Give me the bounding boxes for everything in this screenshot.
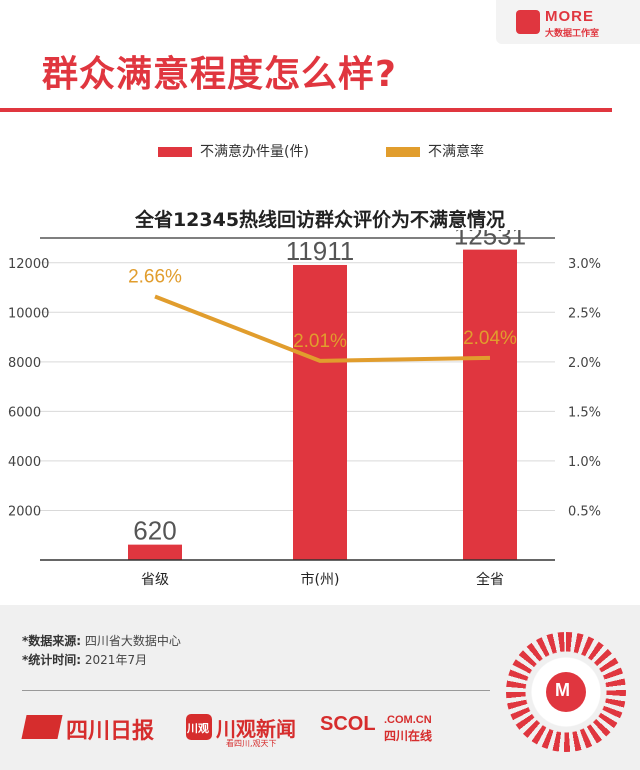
bar [463,249,517,561]
y-left-tick-label: 12000 [8,257,49,272]
rate-line [154,294,491,363]
rate-value-label: 2.04% [463,328,517,349]
chart-title: 全省12345热线回访群众评价为不满意情况 [134,209,506,231]
sichuan-daily-logo: 四川日报 [66,718,155,744]
qr-center-logo-icon: M [546,672,586,712]
y-left-tick-label: 2000 [8,504,41,519]
legend-bar-label: 不满意办件量(件) [200,144,309,160]
y-right-tick-label: 2.0% [568,356,601,371]
chuanguan-logo-icon: 川观 [186,714,212,740]
title-divider [0,108,612,112]
y-left-tick-label: 6000 [8,405,41,420]
chuanguan-logo: 川观新闻 [216,717,296,741]
y-right-tick-label: 3.0% [568,257,601,272]
combo-chart: 2000 4000 6000 8000 10000 12000 0.5% 1.0% 1.5% 2.… [8,230,601,588]
more-logo-icon [516,10,540,34]
y-right-tick-label: 0.5% [568,504,601,519]
chart-legend: 不满意办件量(件) 不满意率 [0,141,640,161]
y-right-tick-label: 1.5% [568,405,601,420]
bar [293,264,347,560]
page-title: 群众满意程度怎么样? [42,54,397,95]
rate-value-label: 2.66% [128,266,182,287]
x-tick-label: 省级 [141,572,169,588]
data-source-label: *数据来源: [22,634,82,648]
bar-value-label: 620 [133,516,176,546]
brand-subtitle: 大数据工作室 [545,29,600,39]
bar [128,544,182,560]
brand-name: MORE [545,8,594,25]
footer-divider [22,690,490,691]
legend-line-label: 不满意率 [428,144,484,160]
x-tick-label: 全省 [476,571,504,588]
sichuan-daily-logo-icon [21,715,63,739]
scol-domain: .COM.CN [384,714,432,726]
y-left-tick-label: 4000 [8,455,41,470]
scol-subtitle: 四川在线 [384,729,433,743]
scol-logo: SCOL [320,713,376,735]
y-left-tick-label: 8000 [8,356,41,371]
y-right-tick-label: 2.5% [568,306,601,321]
bar-value-label: 11911 [286,236,354,266]
y-right-tick-label: 1.0% [568,455,601,470]
chuanguan-icon-label: 川观 [187,722,209,735]
stat-time: *统计时间: 2021年7月 [22,651,147,668]
data-source-value: 四川省大数据中心 [84,634,181,648]
chuanguan-slogan: 看四川,观天下 [226,739,277,748]
stat-time-label: *统计时间: [22,653,82,667]
legend-line-swatch [386,147,420,157]
data-source: *数据来源: 四川省大数据中心 [22,632,181,649]
bar-value-label: 12531 [454,230,526,251]
legend-bar-swatch [158,147,192,157]
stat-time-value: 2021年7月 [84,653,148,667]
rate-value-label: 2.01% [293,331,347,352]
y-left-tick-label: 10000 [8,306,49,321]
x-tick-label: 市(州) [301,571,340,588]
